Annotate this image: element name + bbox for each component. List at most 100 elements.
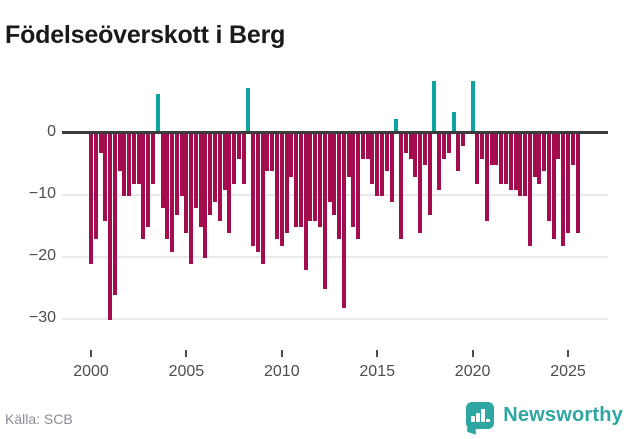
bar-negative xyxy=(213,134,218,203)
bar-negative xyxy=(289,134,294,178)
x-axis-tick xyxy=(376,350,379,357)
bar-negative xyxy=(284,134,289,234)
bar-negative xyxy=(418,134,423,234)
bar-negative xyxy=(475,134,480,184)
bar-negative xyxy=(260,134,265,265)
bar-negative xyxy=(136,134,141,184)
bar-negative xyxy=(165,134,170,240)
bar-negative xyxy=(337,134,342,240)
bar-positive xyxy=(451,112,456,131)
bar-negative xyxy=(151,134,155,184)
bar-negative xyxy=(370,134,375,184)
bar-negative xyxy=(413,134,418,178)
bar-negative xyxy=(189,134,194,265)
speech-bubble-tail xyxy=(467,422,476,435)
bar-negative xyxy=(499,134,504,184)
source-note: Källa: SCB xyxy=(5,411,73,427)
x-axis-tick xyxy=(567,350,569,357)
bar-negative xyxy=(484,134,489,221)
bar-negative xyxy=(275,134,280,240)
x-axis-label: 2000 xyxy=(73,363,109,380)
bar-negative xyxy=(112,134,117,296)
x-axis-label: 2015 xyxy=(359,363,395,380)
bar-negative xyxy=(317,134,322,227)
newsworthy-logo[interactable]: Newsworthy xyxy=(466,402,623,435)
bar-negative xyxy=(389,134,394,203)
bar-negative xyxy=(251,134,256,246)
page-title: Födelseöverskott i Berg xyxy=(5,20,286,49)
mini-bar-1 xyxy=(471,416,475,422)
bar-positive xyxy=(432,81,437,131)
bar-negative xyxy=(322,134,327,289)
bar-negative xyxy=(360,134,365,159)
bar-negative xyxy=(546,134,551,221)
bar-positive xyxy=(470,81,475,131)
bar-negative xyxy=(503,134,508,184)
bar-negative xyxy=(542,134,547,172)
birth-surplus-bar-chart: 0 −10 −20 −30 2000 2005 2010 2015 2020 2025 xyxy=(0,70,631,388)
y-axis-label: 0 xyxy=(47,123,56,140)
bar-negative xyxy=(403,134,408,153)
bar-negative xyxy=(437,134,442,190)
mini-dot xyxy=(486,418,490,422)
bar-chart-speech-bubble-icon xyxy=(466,402,495,435)
bar-negative xyxy=(375,134,380,196)
bar-negative xyxy=(461,134,466,147)
bar-negative xyxy=(532,134,537,178)
bar-negative xyxy=(384,134,389,172)
mini-bar-3 xyxy=(481,409,485,422)
bar-negative xyxy=(537,134,542,184)
bar-negative xyxy=(160,134,165,209)
bar-negative xyxy=(427,134,432,215)
y-axis-label: −30 xyxy=(28,309,56,326)
bar-negative xyxy=(270,134,275,172)
bar-negative xyxy=(327,134,332,203)
bar-negative xyxy=(399,134,404,240)
bar-negative xyxy=(308,134,313,221)
bar-negative xyxy=(232,134,237,184)
bar-negative xyxy=(203,134,208,258)
bar-negative xyxy=(265,134,270,172)
bar-negative xyxy=(89,134,93,265)
bar-negative xyxy=(122,134,127,196)
bar-negative xyxy=(170,134,175,252)
bar-negative xyxy=(523,134,528,196)
bar-positive xyxy=(246,87,251,131)
x-axis-label: 2010 xyxy=(264,363,300,380)
bar-negative xyxy=(103,134,108,221)
bar-negative xyxy=(217,134,222,221)
bar-negative xyxy=(556,134,561,159)
bar-negative xyxy=(489,134,494,165)
bar-negative xyxy=(93,134,98,240)
gridline--20 xyxy=(62,256,608,258)
bar-negative xyxy=(341,134,346,308)
bar-positive xyxy=(155,93,160,131)
bar-negative xyxy=(518,134,523,196)
plot-area xyxy=(62,78,608,356)
gridline--30 xyxy=(62,318,608,320)
bar-negative xyxy=(294,134,299,227)
x-axis-label: 2005 xyxy=(168,363,205,380)
bar-negative xyxy=(127,134,132,196)
bar-positive xyxy=(394,118,399,131)
bar-negative xyxy=(227,134,232,234)
bar-negative xyxy=(566,134,570,234)
bar-negative xyxy=(356,134,361,240)
x-axis-tick xyxy=(90,350,92,357)
y-axis-label: −10 xyxy=(28,185,56,202)
bar-negative xyxy=(408,134,413,159)
bar-negative xyxy=(351,134,356,227)
bar-negative xyxy=(298,134,303,227)
bar-negative xyxy=(346,134,351,178)
bar-negative xyxy=(456,134,461,172)
bar-negative xyxy=(494,134,499,165)
bar-negative xyxy=(365,134,370,159)
bar-negative xyxy=(241,134,246,184)
y-axis-label: −20 xyxy=(28,247,56,264)
bar-negative xyxy=(117,134,122,172)
bar-negative xyxy=(551,134,556,240)
bar-negative xyxy=(303,134,308,271)
bar-negative xyxy=(98,134,103,153)
bar-negative xyxy=(570,134,575,165)
bar-negative xyxy=(527,134,532,246)
